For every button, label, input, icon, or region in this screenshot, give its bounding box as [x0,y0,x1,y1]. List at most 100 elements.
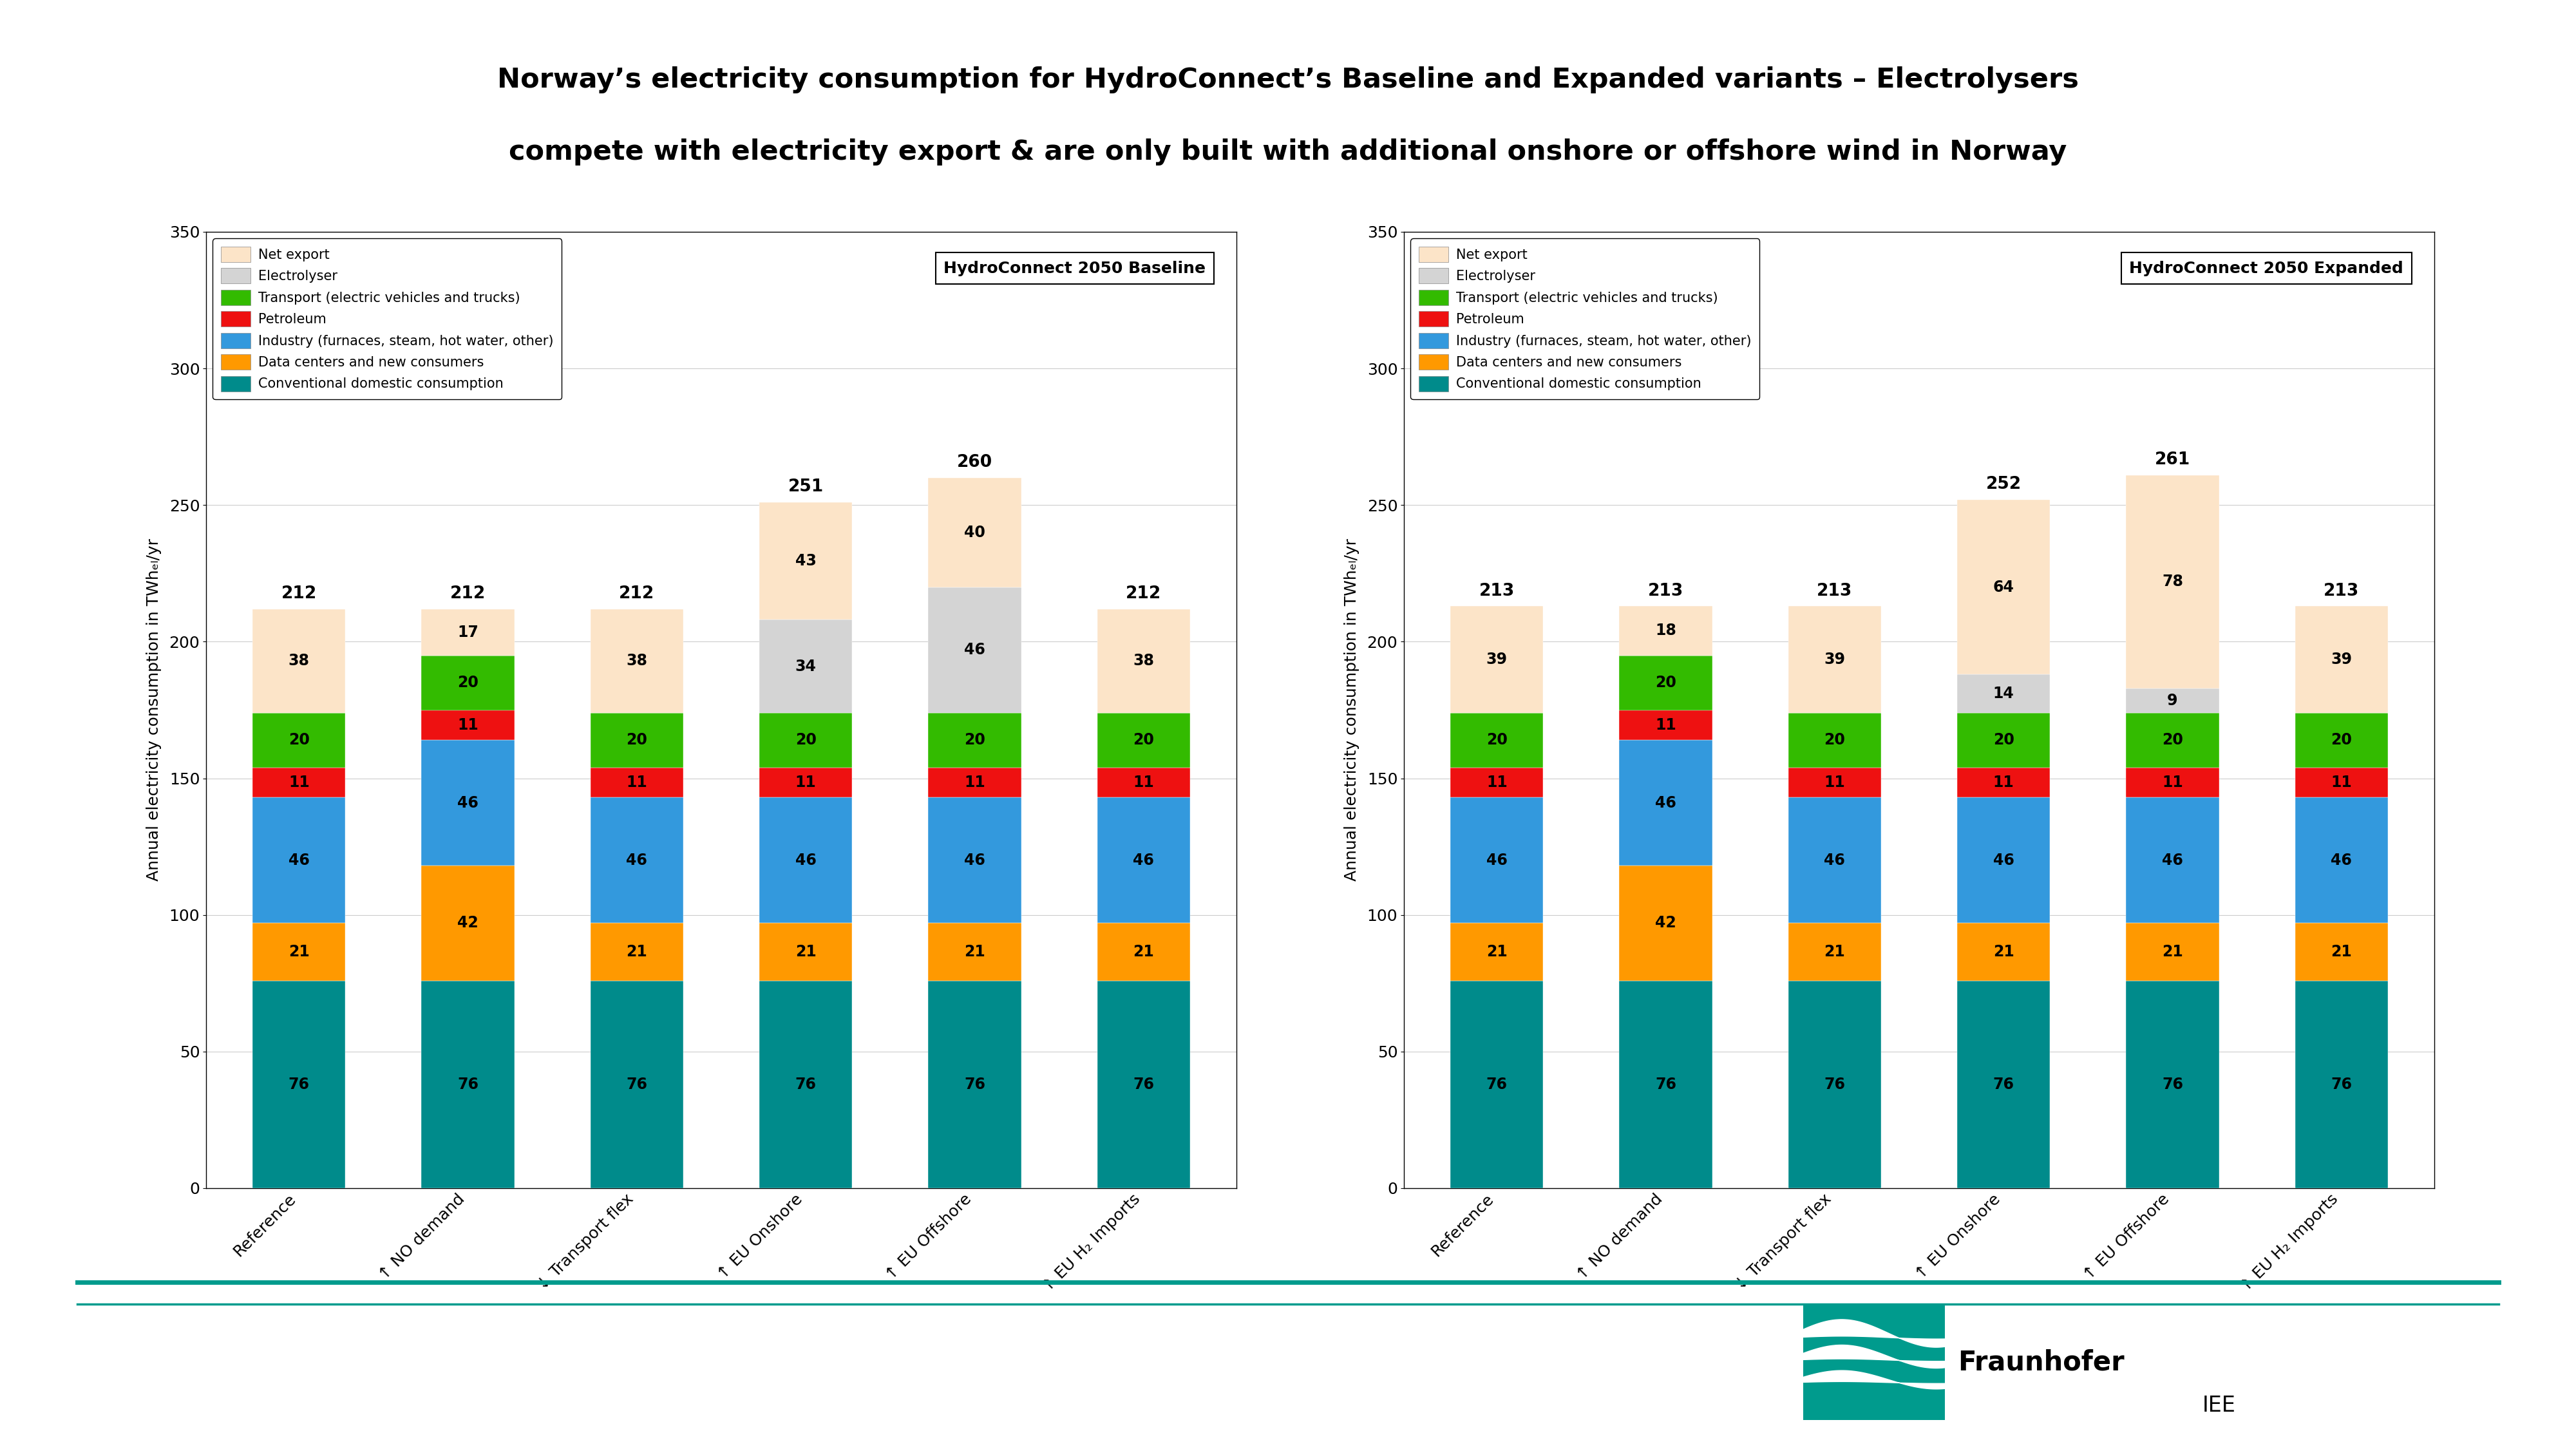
Bar [1097,923,1190,981]
Bar [760,981,853,1188]
Bar [252,923,345,981]
Bar [1620,981,1713,1188]
Bar [2125,688,2218,713]
Text: 46: 46 [963,852,984,868]
Bar [2295,713,2388,768]
Text: 46: 46 [1486,852,1507,868]
Bar [2125,981,2218,1188]
Bar [760,503,853,620]
Text: 20: 20 [1824,732,1844,748]
Bar [927,923,1020,981]
Bar [422,865,515,981]
Text: 260: 260 [956,454,992,471]
Bar [1097,609,1190,713]
Bar [1788,713,1880,768]
Text: 11: 11 [626,775,647,790]
Bar [1620,740,1713,865]
Bar [1958,500,2050,674]
Bar [760,620,853,713]
Bar [1097,981,1190,1188]
Text: 212: 212 [281,585,317,603]
Text: 20: 20 [1133,732,1154,748]
Bar [422,740,515,865]
Bar [2295,768,2388,797]
Bar [2125,797,2218,923]
Text: Norway’s electricity consumption for HydroConnect’s Baseline and Expanded varian: Norway’s electricity consumption for Hyd… [497,67,2079,93]
Bar [590,609,683,713]
Bar [590,923,683,981]
Bar [1450,606,1543,713]
Bar [1788,923,1880,981]
Text: 21: 21 [1486,945,1507,959]
Bar [252,609,345,713]
Bar [2295,981,2388,1188]
Text: 76: 76 [626,1077,647,1093]
Text: 39: 39 [1824,652,1844,667]
Text: 21: 21 [2331,945,2352,959]
Text: 46: 46 [963,642,984,658]
Bar [590,981,683,1188]
Bar [927,768,1020,797]
Text: 11: 11 [2331,775,2352,790]
Text: 64: 64 [1994,580,2014,594]
Text: 38: 38 [1133,653,1154,668]
Bar [590,713,683,768]
Text: IEE: IEE [2202,1395,2236,1416]
Text: 21: 21 [626,945,647,959]
Text: 21: 21 [2161,945,2182,959]
Text: 213: 213 [1479,582,1515,600]
Bar [252,797,345,923]
Bar [590,797,683,923]
Text: 21: 21 [1824,945,1844,959]
Text: 213: 213 [1816,582,1852,600]
Text: 46: 46 [1824,852,1844,868]
Bar [2125,475,2218,688]
Bar [252,768,345,797]
Text: 42: 42 [1656,916,1677,930]
Text: 21: 21 [1133,945,1154,959]
Bar [1620,655,1713,710]
Bar [760,923,853,981]
Text: 14: 14 [1994,685,2014,701]
Text: 46: 46 [1994,852,2014,868]
Text: 251: 251 [788,478,824,496]
Bar [1958,768,2050,797]
Text: 20: 20 [459,675,479,690]
Text: 11: 11 [963,775,984,790]
Text: 9: 9 [2166,693,2177,709]
Text: 11: 11 [1656,717,1677,733]
Bar [1450,713,1543,768]
Bar [927,478,1020,587]
Text: 20: 20 [626,732,647,748]
Bar [2125,713,2218,768]
Bar [1097,797,1190,923]
Text: 76: 76 [1824,1077,1844,1093]
Bar [760,713,853,768]
Bar [1958,713,2050,768]
Text: 76: 76 [459,1077,479,1093]
Bar [1788,981,1880,1188]
Text: 46: 46 [2161,852,2182,868]
Text: 21: 21 [289,945,309,959]
Text: 11: 11 [1133,775,1154,790]
Bar [1958,923,2050,981]
Bar [927,981,1020,1188]
Bar [2295,923,2388,981]
Text: 261: 261 [2154,452,2190,468]
Text: 213: 213 [1649,582,1685,600]
Text: compete with electricity export & are only built with additional onshore or offs: compete with electricity export & are on… [510,139,2066,165]
Text: Fraunhofer: Fraunhofer [1958,1349,2125,1375]
Bar [1958,674,2050,713]
Text: 213: 213 [2324,582,2360,600]
Text: 42: 42 [459,916,479,930]
Bar [1788,606,1880,713]
Bar [927,797,1020,923]
Text: 76: 76 [289,1077,309,1093]
Bar [2295,606,2388,713]
Text: 17: 17 [459,625,479,640]
Bar [1450,768,1543,797]
Bar [1097,713,1190,768]
Text: HydroConnect 2050 Expanded: HydroConnect 2050 Expanded [2130,261,2403,275]
Legend: Net export, Electrolyser, Transport (electric vehicles and trucks), Petroleum, I: Net export, Electrolyser, Transport (ele… [214,239,562,400]
Text: 46: 46 [1133,852,1154,868]
